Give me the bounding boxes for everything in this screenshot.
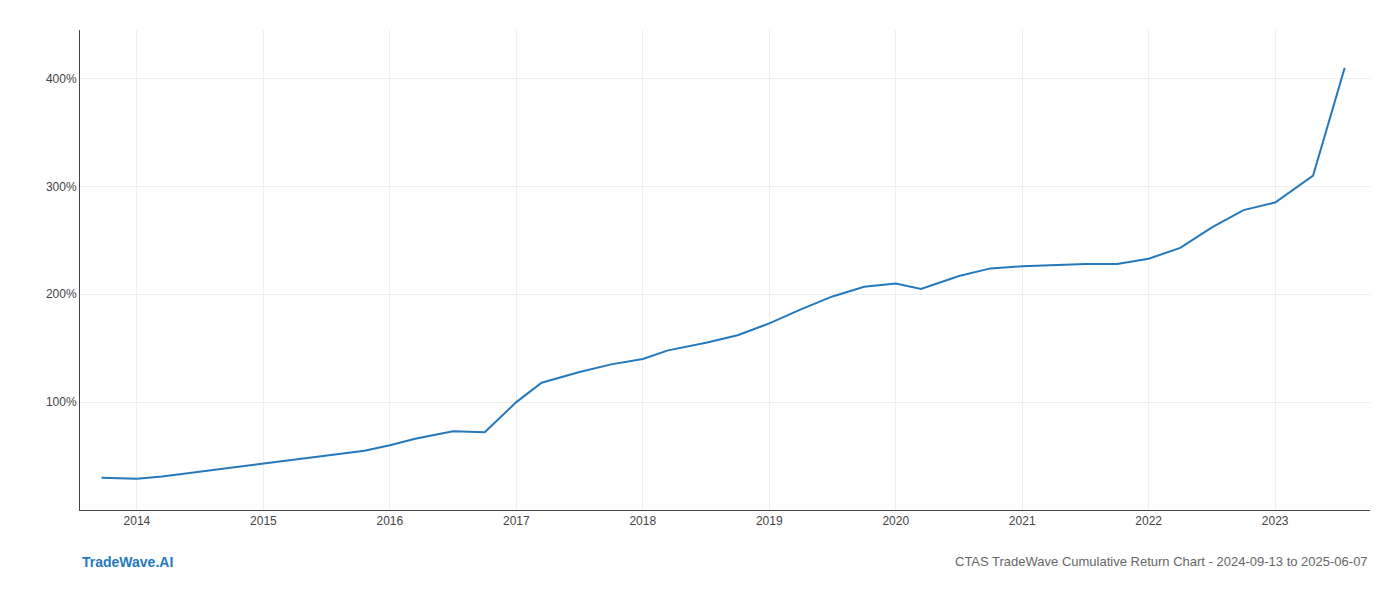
svg-text:200%: 200%	[46, 287, 77, 301]
svg-text:TradeWave.AI: TradeWave.AI	[82, 554, 173, 570]
svg-text:400%: 400%	[46, 72, 77, 86]
svg-text:2023: 2023	[1262, 514, 1289, 528]
svg-text:2017: 2017	[503, 514, 530, 528]
svg-text:300%: 300%	[46, 180, 77, 194]
svg-text:2020: 2020	[882, 514, 909, 528]
svg-text:2016: 2016	[376, 514, 403, 528]
svg-text:2022: 2022	[1135, 514, 1162, 528]
svg-text:2019: 2019	[756, 514, 783, 528]
svg-text:2018: 2018	[629, 514, 656, 528]
svg-text:2021: 2021	[1009, 514, 1036, 528]
svg-text:2015: 2015	[250, 514, 277, 528]
svg-text:CTAS TradeWave Cumulative Retu: CTAS TradeWave Cumulative Return Chart -…	[955, 554, 1368, 569]
svg-text:2014: 2014	[124, 514, 151, 528]
svg-text:100%: 100%	[46, 395, 77, 409]
